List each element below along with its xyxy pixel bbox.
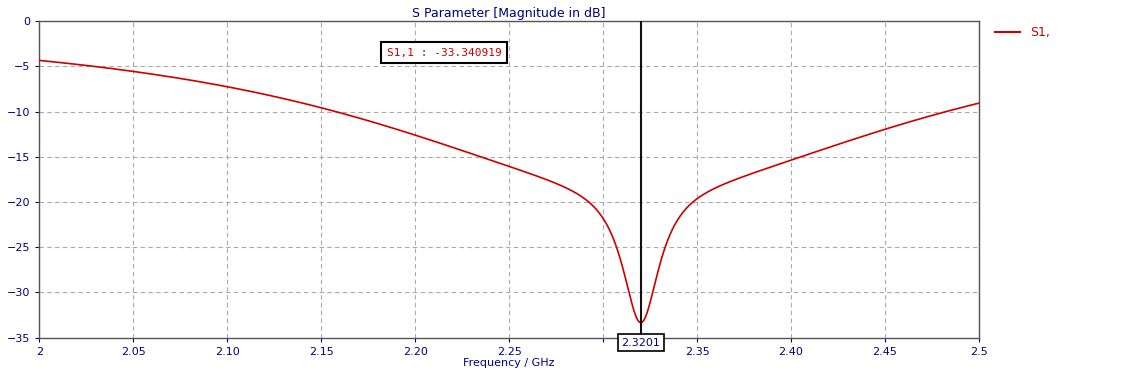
Title: S Parameter [Magnitude in dB]: S Parameter [Magnitude in dB] — [412, 7, 606, 20]
Legend: S1,: S1, — [990, 21, 1054, 44]
X-axis label: Frequency / GHz: Frequency / GHz — [463, 358, 554, 368]
Text: S1,1 : -33.340919: S1,1 : -33.340919 — [387, 48, 501, 58]
Text: 2.3201: 2.3201 — [621, 338, 660, 348]
